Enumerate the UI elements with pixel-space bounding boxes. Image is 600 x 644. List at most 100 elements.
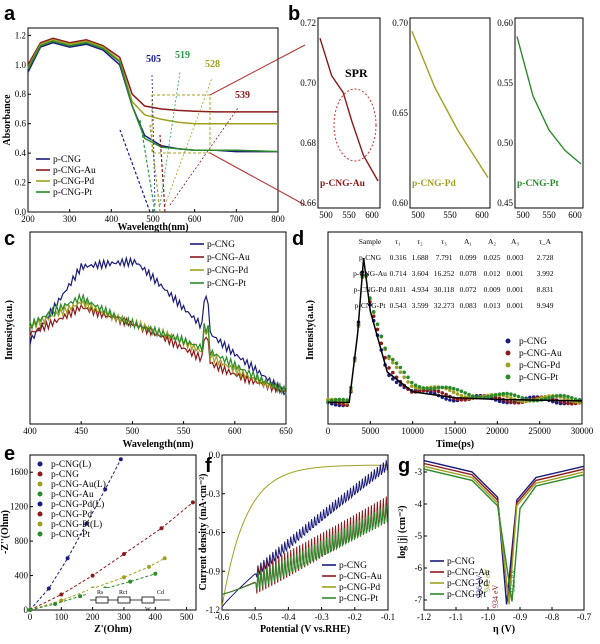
panel-e-ytick-label: 800: [15, 536, 29, 546]
panel-e-xtick-label: 200: [86, 612, 100, 622]
panel-e-legend-marker: [37, 511, 43, 517]
panel-a-edge-arrow: [159, 71, 181, 206]
panel-d-legend-marker: [505, 338, 511, 344]
panel-d-point: [410, 384, 414, 389]
panel-e-legend-label: p-CNG-Pd(L): [51, 499, 104, 510]
panel-e-point: [159, 526, 164, 531]
table-cell: 0.811: [390, 285, 407, 294]
table-cell: 2.728: [537, 253, 554, 262]
panel-d-xtick-label: 20000: [486, 426, 509, 436]
panel-a-label: a: [4, 3, 16, 25]
panel-a-ytick-label: 0.8: [15, 89, 27, 99]
panel-d-point: [417, 385, 422, 389]
annot-934: 934 eV: [491, 584, 500, 608]
panel-b-ytick-label: 0.70: [300, 78, 316, 88]
panel-d-point: [383, 346, 387, 351]
panel-d-point: [528, 395, 532, 400]
panel-a-ytick-label: 0.6: [15, 119, 27, 129]
table-cell: 0.025: [484, 253, 501, 262]
panel-b-xtick-label: 550: [342, 210, 356, 220]
panel-c-xtick-label: 450: [74, 426, 88, 436]
panel-b-xtick-label: 600: [568, 210, 582, 220]
table-cell: 0.083: [460, 301, 477, 310]
panel-g-ytick-label: -4: [415, 499, 423, 509]
panel-c-xtick-label: 550: [177, 426, 191, 436]
panel-d-point: [455, 388, 460, 392]
panel-f-xtick-label: -0.2: [348, 612, 362, 622]
panel-a-xtick-label: 600: [188, 214, 202, 224]
panel-c-xtick-label: 600: [228, 426, 242, 436]
panel-e-ytick-label: 400: [15, 571, 29, 581]
panel-g-xtick-label: -0.7: [577, 612, 592, 622]
panel-d-point: [570, 401, 574, 406]
panel-f-xtick-label: -0.6: [215, 612, 230, 622]
panel-d-point: [459, 398, 464, 402]
panel-d-point: [429, 386, 433, 391]
panel-e-point: [162, 556, 167, 561]
panel-d-point: [379, 334, 384, 339]
panel-d-point: [398, 370, 403, 375]
table-header: τ₁: [395, 237, 401, 246]
panel-e-legend-label: p-CNG(L): [51, 459, 91, 470]
table-cell: 0.001: [507, 301, 524, 310]
panel-c-series-line: [29, 255, 287, 396]
panel-c-legend-label: p-CNG-Pd: [207, 266, 248, 276]
panel-b-ytick-label: 0.66: [300, 198, 316, 208]
panel-d-point: [448, 385, 452, 390]
panel-f-legend-label: p-CNG-Au: [339, 572, 382, 582]
table-cell: 32.273: [434, 301, 455, 310]
panel-c-legend-label: p-CNG: [207, 240, 235, 250]
panel-d-point: [371, 314, 376, 319]
panel-a-ytick-label: 1.0: [15, 60, 27, 70]
table-cell: 0.099: [460, 253, 477, 262]
panel-e-legend-marker: [37, 471, 43, 477]
panel-d-point: [398, 383, 403, 387]
zoom-box: [151, 94, 211, 154]
panel-e-legend-marker: [37, 461, 43, 467]
table-cell: 0.003: [507, 253, 524, 262]
panel-b-label: b: [288, 3, 300, 25]
table-cell: p-CNG-Pd: [354, 285, 387, 294]
panel-d-point: [421, 388, 426, 393]
panel-d-legend-marker: [505, 374, 511, 380]
panel-d-point: [505, 391, 509, 396]
panel-d-xtick-label: 0: [326, 426, 331, 436]
panel-e-legend-label: p-CNG-Au(L): [51, 479, 106, 490]
panel-b-subaxes: [514, 17, 584, 209]
edge-label-505: 505: [146, 54, 161, 65]
panel-d-point: [520, 396, 525, 400]
panel-b-ytick-label: 0.50: [497, 138, 513, 148]
panel-d-legend-label: p-CNG-Pt: [519, 373, 558, 383]
panel-d-point: [432, 386, 437, 391]
panel-d-point: [566, 394, 570, 399]
table-cell: p-CNG-Au: [353, 269, 387, 278]
panel-d-point: [402, 370, 407, 375]
panel-f-legend-label: p-CNG: [339, 561, 367, 571]
table-header: τ₂: [417, 237, 423, 246]
panel-d-point: [509, 392, 513, 397]
panel-f-ytick-label: -0.9: [206, 566, 221, 576]
panel-d-point: [551, 394, 555, 399]
panel-e-point: [59, 592, 64, 597]
panel-g-ylabel: log |j| (cm⁻²): [397, 505, 408, 558]
panel-d-point: [379, 341, 384, 346]
table-cell: 3.604: [412, 269, 429, 278]
panel-f-series-line: [221, 464, 388, 608]
panel-a-legend-label: p-CNG-Au: [53, 166, 96, 176]
panel-a-edge-arrow: [164, 77, 213, 206]
panel-e-legend-label: p-CNG-Pt(L): [51, 519, 102, 530]
panel-e-point: [46, 586, 51, 591]
table-cell: 0.001: [507, 285, 524, 294]
table-header: τ₃: [441, 237, 447, 246]
panel-b-xtick-label: 550: [542, 210, 556, 220]
panel-a-ytick-label: 0.2: [15, 178, 26, 188]
table-cell: 1.688: [412, 253, 429, 262]
panel-d-legend-label: p-CNG-Pd: [519, 361, 560, 371]
panel-g-series-line: [423, 459, 585, 605]
table-cell: 3.599: [412, 301, 429, 310]
table-cell: 30.118: [434, 285, 455, 294]
panel-e-ytick-label: 1600: [10, 467, 29, 477]
panel-f-series-line: [221, 460, 388, 608]
panel-d-legend-label: p-CNG: [519, 337, 547, 347]
panel-d-point: [391, 360, 395, 365]
